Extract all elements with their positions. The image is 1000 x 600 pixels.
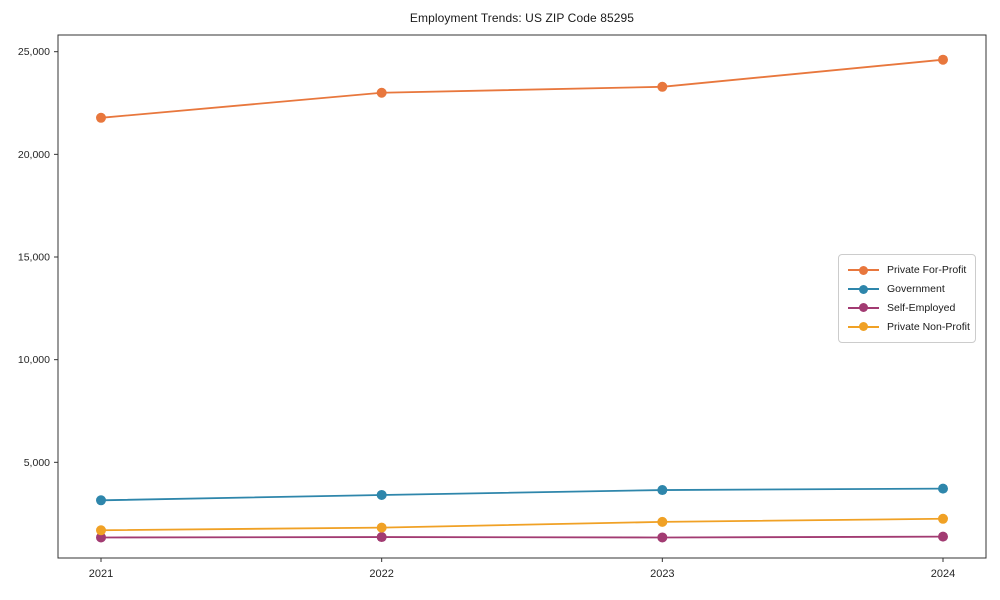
legend-item-government: Government xyxy=(848,280,967,299)
legend-marker-icon xyxy=(848,302,879,314)
legend: Private For-Profit Government Self-Employe… xyxy=(838,254,976,343)
data-point-private-for-profit-2022 xyxy=(376,87,387,98)
data-point-government-2022 xyxy=(376,489,387,500)
legend-marker-icon xyxy=(848,283,879,295)
x-tick-label: 2022 xyxy=(369,568,393,580)
legend-label: Government xyxy=(887,283,945,296)
data-point-self-employed-2024 xyxy=(938,531,948,542)
data-point-government-2024 xyxy=(938,483,948,494)
y-tick-label: 10,000 xyxy=(18,354,50,366)
data-point-private-non-profit-2024 xyxy=(938,513,948,524)
y-tick-label: 25,000 xyxy=(18,46,50,58)
legend-marker-icon xyxy=(848,321,879,333)
series-line-private-for-profit xyxy=(100,58,944,119)
data-point-government-2021 xyxy=(96,495,106,506)
data-point-private-non-profit-2021 xyxy=(96,525,106,536)
data-point-private-non-profit-2023 xyxy=(657,516,668,527)
legend-label: Self-Employed xyxy=(887,301,956,314)
data-point-government-2023 xyxy=(657,485,668,496)
series-line-government xyxy=(100,487,944,502)
legend-item-self-employed: Self-Employed xyxy=(848,299,967,318)
data-point-self-employed-2021 xyxy=(96,532,106,543)
data-point-private-non-profit-2022 xyxy=(376,522,387,533)
y-tick-label: 15,000 xyxy=(18,252,50,264)
y-tick-label: 20,000 xyxy=(18,149,50,161)
y-tick-label: 5,000 xyxy=(24,457,50,469)
chart-title: Employment Trends: US ZIP Code 85295 xyxy=(409,11,635,25)
legend-item-private-non-profit: Private Non-Profit xyxy=(848,317,970,336)
data-point-private-for-profit-2024 xyxy=(938,54,948,65)
legend-label: Private Non-Profit xyxy=(887,320,970,333)
x-tick-label: 2024 xyxy=(931,568,955,580)
series-line-private-non-profit xyxy=(100,517,944,532)
data-point-private-for-profit-2023 xyxy=(657,81,668,92)
data-point-self-employed-2022 xyxy=(376,532,387,543)
legend-marker-icon xyxy=(848,264,879,276)
plot-frame xyxy=(57,34,987,559)
data-point-self-employed-2023 xyxy=(657,532,668,543)
x-tick-label: 2021 xyxy=(89,568,113,580)
series-line-self-employed xyxy=(100,535,944,539)
data-point-private-for-profit-2021 xyxy=(96,112,106,123)
x-tick-label: 2023 xyxy=(650,568,674,580)
legend-label: Private For-Profit xyxy=(887,264,967,277)
legend-item-private-for-profit: Private For-Profit xyxy=(848,261,967,280)
